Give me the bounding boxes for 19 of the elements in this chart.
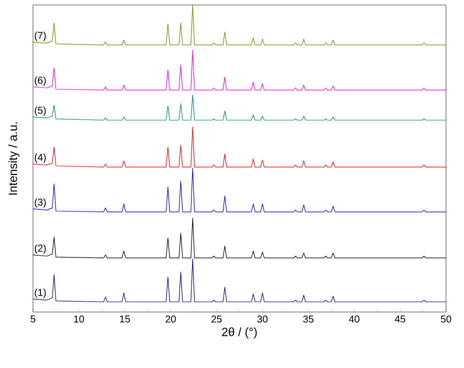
x-tick-label: 50: [440, 316, 452, 323]
series-label: (2): [34, 244, 46, 254]
series-label: (5): [34, 106, 46, 116]
x-tick-label: 45: [394, 316, 406, 322]
x-tick-label: 25: [212, 316, 222, 323]
x-tick-label: 40: [348, 316, 360, 323]
x-tick-label: 10: [74, 316, 84, 323]
x-tick-label: 15: [120, 316, 130, 322]
series-label: (1): [34, 288, 46, 298]
x-tick-label: 35: [303, 316, 314, 323]
series-label: (6): [34, 76, 46, 86]
x-axis-title: 2θ / (°): [222, 327, 257, 339]
y-axis-title: Intensity / a.u.: [8, 122, 20, 195]
x-tick-label: 20: [166, 316, 176, 323]
series-label: (3): [34, 198, 46, 208]
series-label: (7): [34, 32, 46, 41]
series-label: (4): [34, 154, 46, 163]
x-tick-label: 5: [30, 316, 36, 322]
x-tick-label: 30: [257, 316, 268, 323]
